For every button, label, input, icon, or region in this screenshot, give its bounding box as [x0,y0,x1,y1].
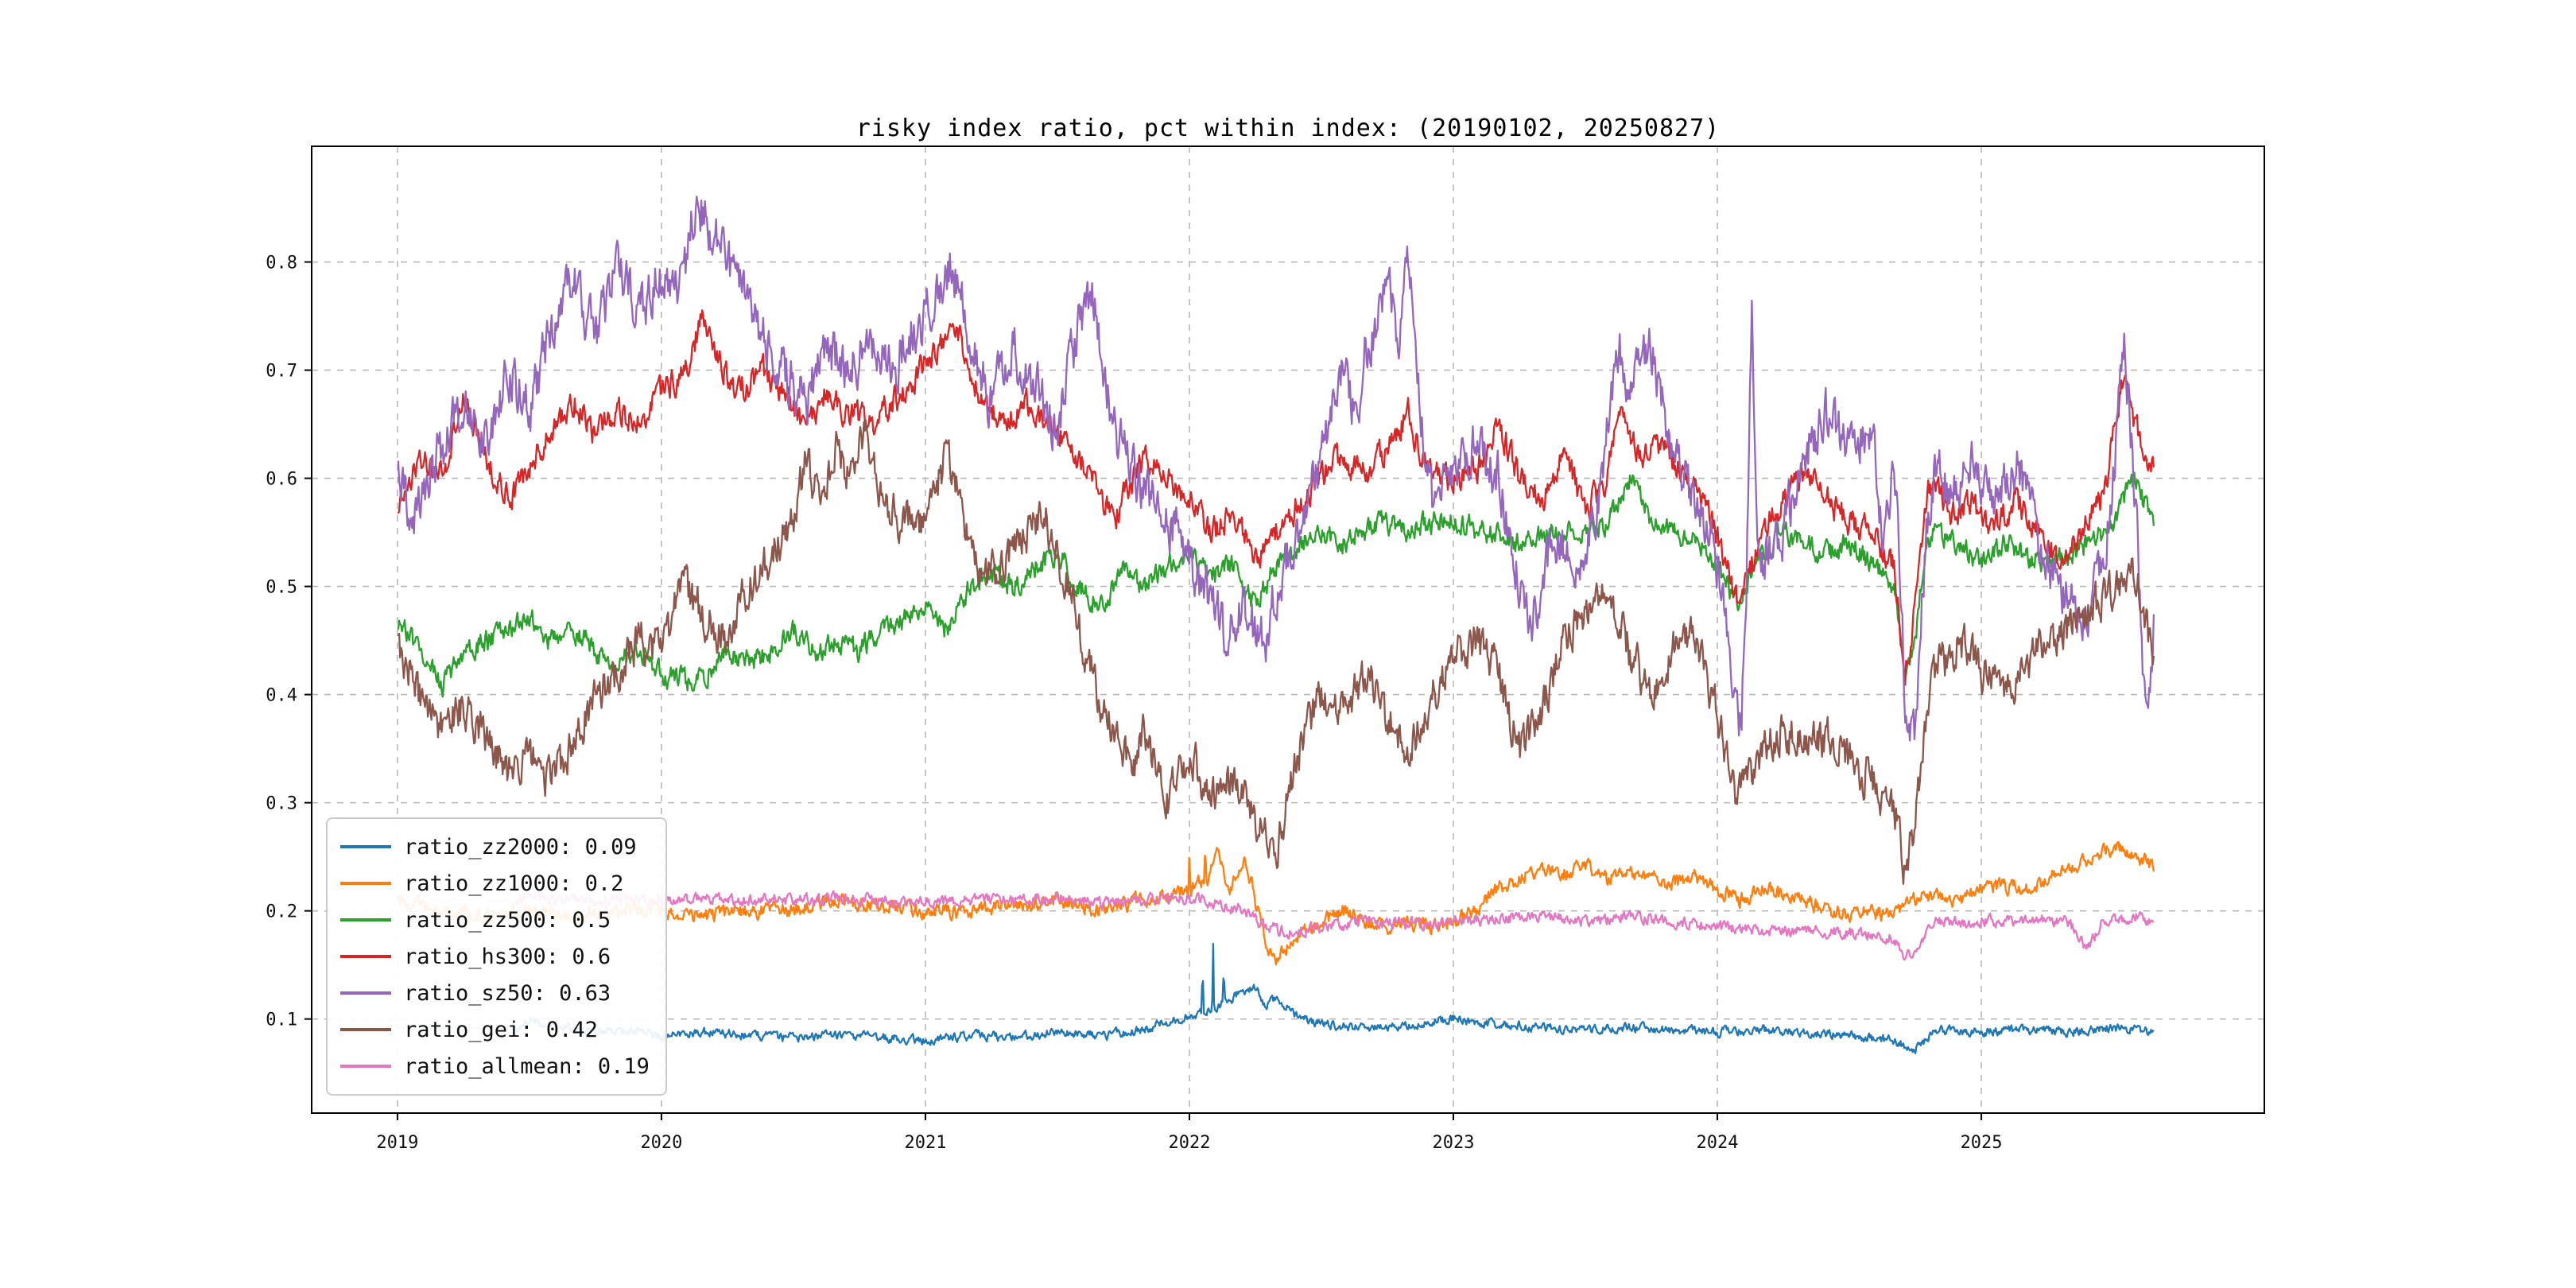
legend-label-ratio_allmean: ratio_allmean: 0.19 [404,1053,650,1079]
y-tick-label-0.8: 0.8 [266,254,297,274]
y-tick-label-0.7: 0.7 [266,362,297,382]
legend-swatch-ratio_allmean [340,1065,391,1068]
x-tick-label-2023: 2023 [1433,1133,1475,1153]
legend-label-ratio_zz2000: ratio_zz2000: 0.09 [404,834,637,859]
y-tick-label-0.6: 0.6 [266,470,297,490]
axes-spines [311,145,2265,1114]
series-line-ratio_zz2000 [514,942,2155,1054]
y-tick-label-0.4: 0.4 [266,686,297,706]
series-line-ratio_zz1000 [397,841,2155,966]
series-line-ratio_hs300 [397,309,2155,686]
legend-swatch-ratio_zz500 [340,918,391,921]
chart-title: risky index ratio, pct within index: (20… [855,114,1721,142]
legend-label-ratio_zz500: ratio_zz500: 0.5 [404,907,611,933]
y-tick-label-0.1: 0.1 [266,1011,297,1030]
legend-swatch-ratio_hs300 [340,955,391,958]
y-tick-label-0.5: 0.5 [266,578,297,598]
series-line-ratio_zz500 [397,471,2155,698]
x-tick-label-2019: 2019 [376,1133,418,1153]
legend-item-ratio_hs300: ratio_hs300: 0.6 [340,938,650,975]
axis-ticks: 2019 2020 2021 2022 2023 2024 2025 0.1 0.2 0.3 0.4… [266,254,2002,1153]
legend-label-ratio_hs300: ratio_hs300: 0.6 [404,944,611,969]
legend-swatch-ratio_gei [340,1028,391,1031]
legend-label-ratio_sz50: ratio_sz50: 0.63 [404,980,611,1006]
series-lines [397,196,2155,1054]
series-line-ratio_sz50 [397,196,2155,742]
legend-item-ratio_zz2000: ratio_zz2000: 0.09 [340,828,650,865]
legend-label-ratio_zz1000: ratio_zz1000: 0.2 [404,871,624,896]
y-tick-label-0.3: 0.3 [266,794,297,814]
legend-item-ratio_zz1000: ratio_zz1000: 0.2 [340,865,650,902]
legend-item-ratio_zz500: ratio_zz500: 0.5 [340,902,650,938]
series-line-ratio_gei [397,419,2155,885]
legend-item-ratio_gei: ratio_gei: 0.42 [340,1011,650,1048]
legend-swatch-ratio_sz50 [340,991,391,995]
x-tick-label-2020: 2020 [640,1133,682,1153]
legend-item-ratio_allmean: ratio_allmean: 0.19 [340,1048,650,1084]
legend-swatch-ratio_zz1000 [340,882,391,885]
x-tick-label-2024: 2024 [1697,1133,1739,1153]
legend: ratio_zz2000: 0.09 ratio_zz1000: 0.2 ratio… [326,817,667,1096]
legend-item-ratio_sz50: ratio_sz50: 0.63 [340,975,650,1011]
legend-label-ratio_gei: ratio_gei: 0.42 [404,1017,598,1042]
x-tick-label-2022: 2022 [1168,1133,1210,1153]
series-line-ratio_allmean [514,890,2154,961]
x-tick-label-2021: 2021 [904,1133,946,1153]
x-tick-label-2025: 2025 [1961,1133,2003,1153]
y-tick-label-0.2: 0.2 [266,902,297,922]
legend-swatch-ratio_zz2000 [340,845,391,848]
